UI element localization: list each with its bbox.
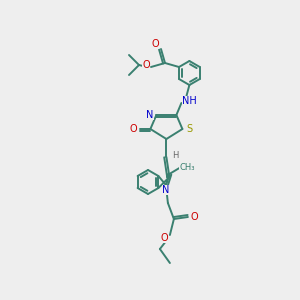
Text: CH₃: CH₃ xyxy=(180,164,195,172)
Text: H: H xyxy=(172,152,178,160)
Text: O: O xyxy=(160,233,168,243)
Text: O: O xyxy=(190,212,198,222)
Text: O: O xyxy=(130,124,137,134)
Text: NH: NH xyxy=(182,96,197,106)
Text: N: N xyxy=(146,110,153,120)
Text: O: O xyxy=(151,39,159,49)
Text: O: O xyxy=(142,60,150,70)
Text: N: N xyxy=(162,185,169,195)
Text: S: S xyxy=(186,124,193,134)
